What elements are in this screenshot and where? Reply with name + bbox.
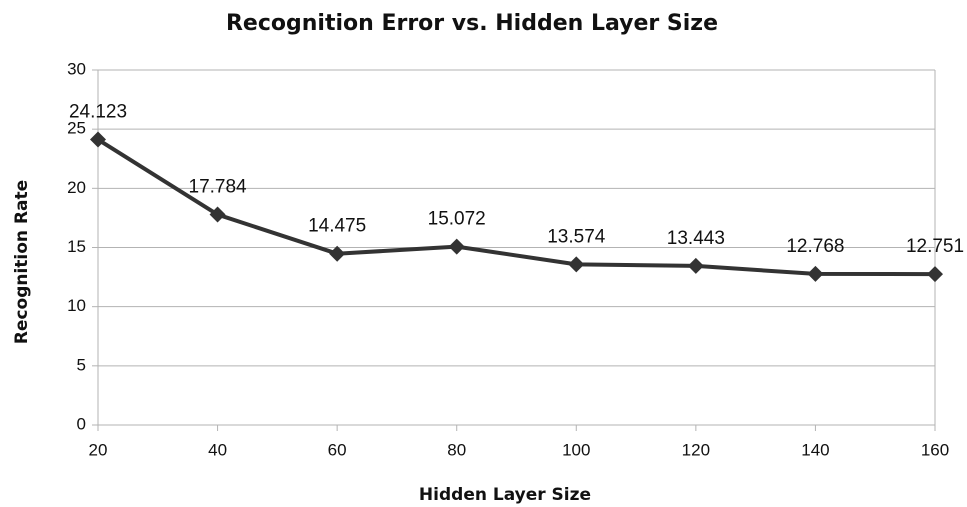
y-tick-label: 5 <box>77 355 86 374</box>
y-axis-title: Recognition Rate <box>12 180 32 344</box>
series-line <box>96 137 936 277</box>
data-label: 17.784 <box>189 177 248 198</box>
x-axis-title: Hidden Layer Size <box>419 485 591 505</box>
marker <box>209 206 226 223</box>
x-tick-label: 160 <box>921 440 949 459</box>
data-label: 13.574 <box>547 226 606 247</box>
y-tick-label: 15 <box>67 237 86 256</box>
marker <box>568 256 585 273</box>
y-tick-label: 10 <box>67 296 86 315</box>
data-label: 24.123 <box>69 102 127 123</box>
data-label: 14.475 <box>308 216 366 237</box>
x-tick-label: 100 <box>562 440 590 459</box>
marker <box>687 257 704 274</box>
x-tick-label: 60 <box>328 440 347 459</box>
marker <box>807 265 824 282</box>
x-tick-label: 120 <box>682 440 710 459</box>
marker <box>329 245 346 262</box>
data-label: 13.443 <box>667 228 725 249</box>
y-tick-label: 0 <box>77 414 86 433</box>
data-label: 12.768 <box>786 236 844 257</box>
y-tick-label: 25 <box>67 119 86 138</box>
marker <box>927 266 943 283</box>
marker <box>448 238 465 255</box>
x-tick-label: 80 <box>447 440 466 459</box>
y-tick-label: 20 <box>67 178 86 197</box>
data-label: 15.072 <box>428 209 486 230</box>
marker <box>90 131 106 148</box>
x-tick-label: 40 <box>208 440 227 459</box>
x-tick-label: 140 <box>801 440 829 459</box>
x-tick-label: 20 <box>89 440 108 459</box>
data-label: 12.751 <box>906 236 964 257</box>
y-tick-label: 30 <box>67 59 86 78</box>
chart-title: Recognition Error vs. Hidden Layer Size <box>226 11 718 36</box>
